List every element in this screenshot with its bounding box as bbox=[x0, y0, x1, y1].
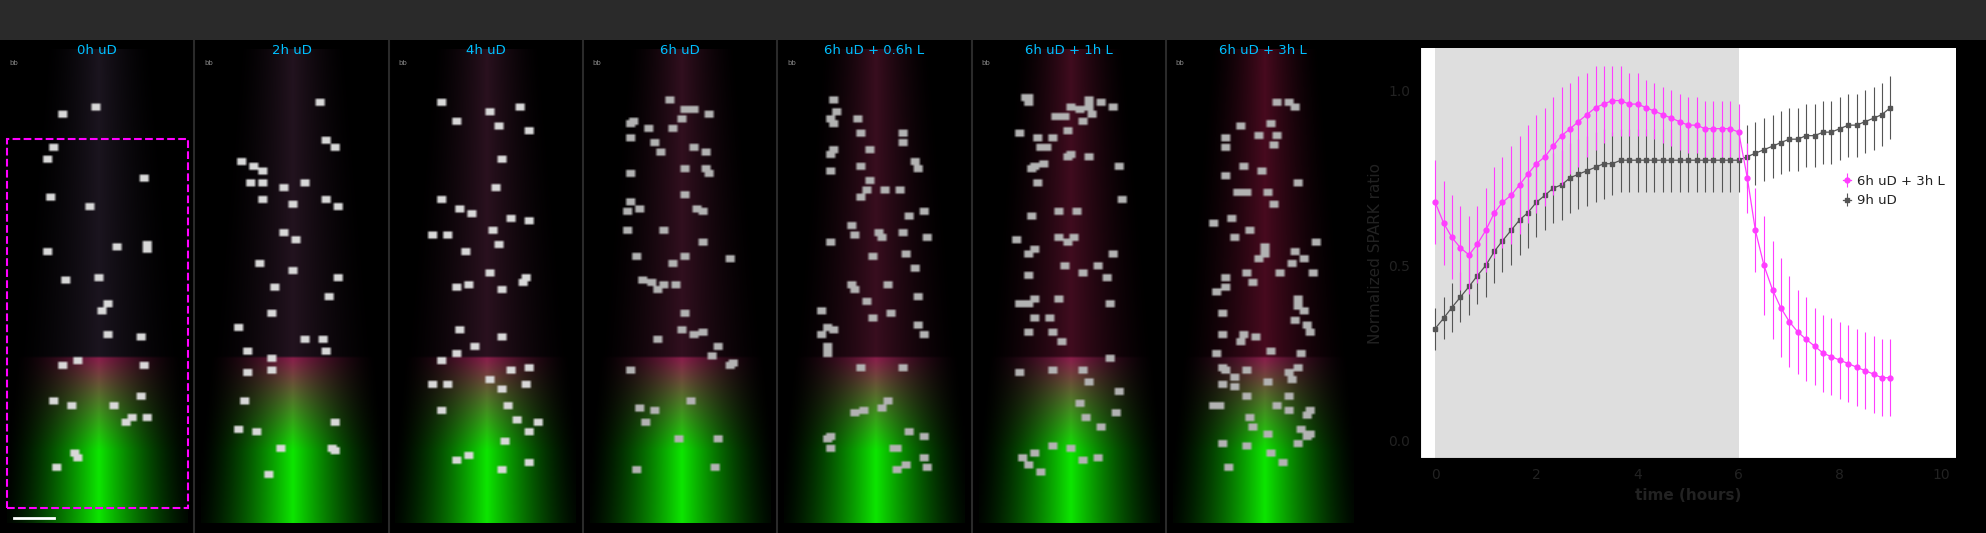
Text: 4h uD: 4h uD bbox=[467, 44, 506, 57]
Text: 2h uD: 2h uD bbox=[272, 44, 312, 57]
Y-axis label: Normalized SPARK ratio: Normalized SPARK ratio bbox=[1368, 163, 1382, 344]
Text: 6h uD + 3h L: 6h uD + 3h L bbox=[1219, 44, 1307, 57]
Bar bbox=[1436, 48, 1738, 458]
Text: bb: bb bbox=[1176, 60, 1184, 66]
Text: bb: bb bbox=[399, 60, 407, 66]
Legend: 6h uD + 3h L, 9h uD: 6h uD + 3h L, 9h uD bbox=[1839, 169, 1950, 213]
Text: bb: bb bbox=[981, 60, 991, 66]
Text: 6h uD + 0.6h L: 6h uD + 0.6h L bbox=[824, 44, 925, 57]
Text: bb: bb bbox=[10, 60, 18, 66]
Text: 0h uD: 0h uD bbox=[77, 44, 117, 57]
Text: bb: bb bbox=[205, 60, 213, 66]
Text: 6h uD + 1h L: 6h uD + 1h L bbox=[1025, 44, 1112, 57]
X-axis label: time (hours): time (hours) bbox=[1634, 488, 1742, 503]
Text: bb: bb bbox=[786, 60, 796, 66]
Bar bbox=[6, 139, 187, 508]
Text: bb: bb bbox=[592, 60, 602, 66]
Text: 6h uD: 6h uD bbox=[659, 44, 701, 57]
